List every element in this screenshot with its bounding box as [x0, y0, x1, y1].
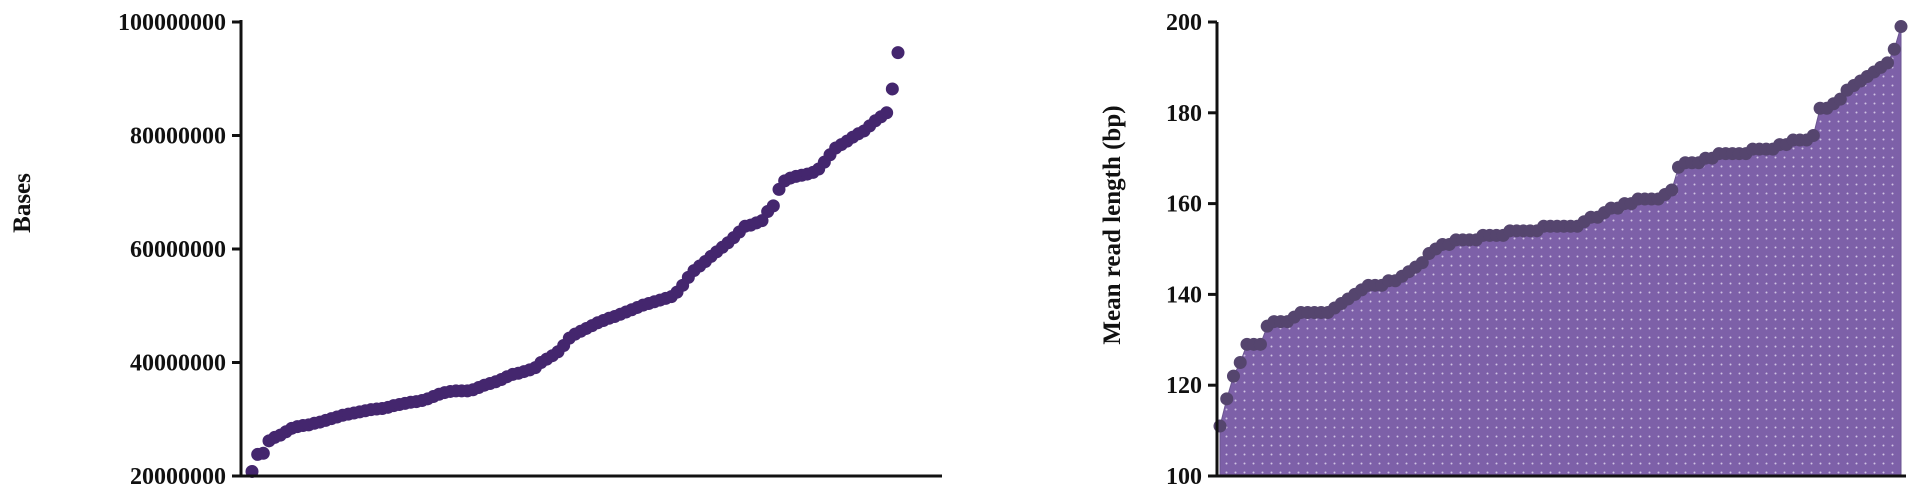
data-point	[256, 446, 270, 460]
y-axis-ticks: 100 120 140 160 180 200	[1166, 10, 1217, 490]
data-point	[1806, 129, 1820, 142]
area-path	[1219, 26, 1902, 477]
data-point	[1415, 256, 1429, 270]
data-point	[1220, 392, 1234, 406]
y-tick-label: 40000000	[130, 351, 226, 377]
y-axis-title: Mean read length (bp)	[1099, 105, 1126, 344]
y-tick-label: 140	[1166, 282, 1202, 308]
mean-read-length-chart: Mean read length (bp) 100 120 140 160 180 200	[1060, 0, 1913, 496]
y-tick-label: 60000000	[130, 237, 226, 263]
y-axis-title: Bases	[9, 173, 36, 233]
data-point	[1894, 20, 1908, 34]
data-points	[245, 46, 905, 478]
y-tick-label: 200	[1166, 10, 1202, 36]
y-tick-label: 20000000	[130, 464, 226, 490]
data-point	[1253, 337, 1267, 351]
area-fill	[1219, 26, 1902, 477]
y-axis-ticks: 20000000 40000000 60000000 80000000 10000000…	[118, 10, 241, 490]
data-point	[1833, 92, 1847, 106]
bases-chart: Bases 20000000 40000000 60000000 80000000 10…	[0, 0, 960, 496]
y-axis-title-group: Mean read length (bp)	[1099, 105, 1126, 344]
y-tick-label: 80000000	[130, 124, 226, 150]
data-point	[880, 106, 894, 120]
y-tick-label: 100000000	[118, 10, 226, 36]
y-tick-label: 120	[1166, 373, 1202, 399]
data-point	[885, 82, 899, 96]
y-axis-title-group: Bases	[9, 173, 36, 233]
data-point	[1665, 183, 1679, 197]
data-point	[1887, 42, 1901, 56]
data-point	[1226, 369, 1240, 383]
y-tick-label: 180	[1166, 101, 1202, 127]
data-point	[891, 46, 905, 60]
data-point	[1233, 356, 1247, 369]
bases-scatter-plot: Bases 20000000 40000000 60000000 80000000 10…	[9, 10, 942, 490]
y-tick-label: 100	[1166, 464, 1202, 490]
read-length-area-plot: Mean read length (bp) 100 120 140 160 180 200	[1099, 10, 1908, 490]
y-tick-label: 160	[1166, 192, 1202, 218]
data-point	[766, 199, 780, 213]
data-point	[1213, 419, 1227, 433]
data-point	[1881, 56, 1895, 70]
